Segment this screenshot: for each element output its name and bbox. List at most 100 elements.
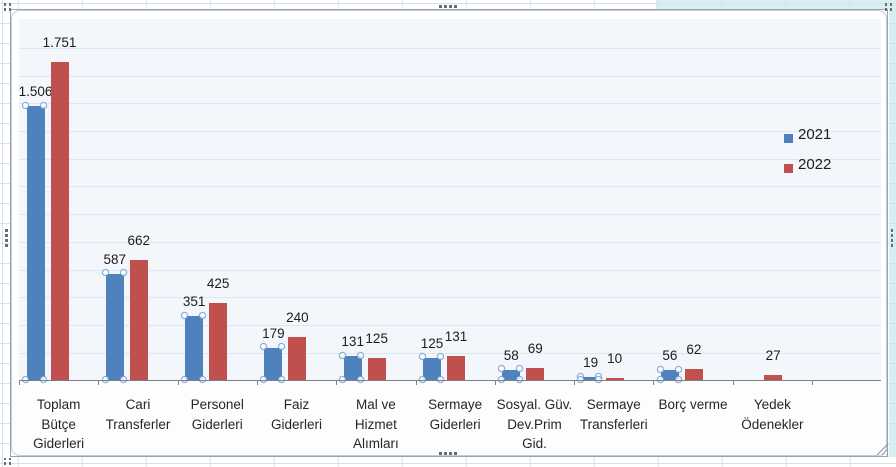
gridline: [19, 158, 881, 160]
axis-tick: [98, 380, 100, 386]
chart-frame-handle-top-right[interactable]: [884, 8, 888, 11]
category-label[interactable]: Borç verme: [658, 397, 728, 413]
chart-frame-handle-top-center[interactable]: [454, 5, 457, 8]
gridline: [19, 186, 881, 188]
chart-frame-handle-left-center[interactable]: [5, 234, 8, 237]
axis-tick: [177, 380, 179, 386]
chart-frame-handle-top-left[interactable]: [3, 3, 7, 6]
chart-frame-handle-right-center[interactable]: [890, 229, 894, 232]
category-label[interactable]: Faiz Giderleri: [271, 397, 323, 432]
bar-selection-handle: [119, 269, 127, 277]
bar-2022-4[interactable]: [367, 357, 386, 381]
bar-2022-8[interactable]: [684, 369, 703, 381]
gridline: [19, 131, 881, 132]
axis-tick: [732, 380, 734, 386]
chart-frame-handle-bottom-center[interactable]: [449, 452, 452, 455]
axis-tick: [574, 380, 576, 386]
chart-frame-handle-left-center[interactable]: [5, 239, 8, 242]
legend-item-2021[interactable]: 2021: [798, 126, 832, 143]
plot-fill: [19, 19, 881, 381]
legend-swatch-2021: [784, 134, 793, 143]
chart-frame-handle-left-center[interactable]: [5, 229, 8, 232]
chart-frame-handle-top-center[interactable]: [439, 5, 442, 8]
plot-area[interactable]: 1.506 587 351 179 131 125 58 19 56 1.751 662 425 240…: [12, 11, 888, 457]
category-label[interactable]: Yedek Ödenekler: [741, 397, 804, 432]
data-label-2022-8: 62: [686, 342, 702, 358]
chart-frame-handle-top-center[interactable]: [449, 5, 452, 8]
axis-tick: [812, 380, 813, 386]
chart-frame-handle-bottom-center[interactable]: [439, 452, 442, 455]
bar-2022-6[interactable]: [526, 367, 545, 381]
chart-frame-handle-bottom-left[interactable]: [3, 462, 7, 465]
chart-frame-handle-bottom-left[interactable]: [8, 462, 12, 465]
gridline: [19, 47, 881, 49]
bar-selection-handle: [436, 353, 444, 361]
chart-frame-handle-top-right[interactable]: [889, 8, 893, 11]
bar-selection-handle: [180, 312, 188, 320]
chart-frame-handle-top-center[interactable]: [444, 5, 447, 8]
bar-2022-3[interactable]: [288, 336, 307, 381]
chart-frame-handle-top-right[interactable]: [884, 3, 888, 6]
bar-selection-handle: [101, 269, 109, 277]
category-label[interactable]: Sosyal. Güv. Dev.Prim Gid.: [496, 397, 573, 452]
chart-frame-handle-bottom-center[interactable]: [454, 452, 457, 455]
chart-frame-handle-top-right[interactable]: [889, 3, 893, 6]
chart-frame-handle-right-center[interactable]: [890, 234, 894, 237]
legend-swatch-2022: [784, 164, 793, 173]
bar-2021-1[interactable]: [105, 273, 124, 381]
category-label[interactable]: Sermaye Giderleri: [428, 397, 483, 432]
bar-2022-1[interactable]: [129, 259, 148, 381]
category-axis-line: [19, 380, 881, 382]
axis-tick: [336, 380, 338, 386]
chart-frame-handle-right-center[interactable]: [890, 244, 894, 247]
data-label-2022-0: 1.751: [42, 34, 77, 50]
sheet-cells-teal-top: [656, 0, 896, 9]
sheet-column-divider: [2, 0, 3, 467]
bar-selection-handle: [674, 365, 682, 373]
legend-item-2022[interactable]: 2022: [798, 156, 832, 173]
chart-frame-handle-left-center[interactable]: [5, 244, 8, 247]
data-label-2022-3: 240: [286, 309, 309, 325]
axis-tick: [653, 380, 655, 386]
category-label[interactable]: Toplam Bütçe Giderleri: [33, 397, 85, 452]
data-label-2022-9: 27: [765, 348, 781, 364]
axis-tick: [415, 380, 417, 386]
chart-frame-handle-top-left[interactable]: [8, 8, 12, 11]
category-label[interactable]: Mal ve Hizmet Alımları: [352, 397, 399, 452]
chart-object[interactable]: 1.506 587 351 179 131 125 58 19 56 1.751 662 425 240…: [10, 9, 888, 457]
resize-grip-icon[interactable]: [874, 441, 889, 456]
bar-selection-handle: [656, 365, 664, 373]
category-label[interactable]: Sermaye Transferleri: [579, 397, 648, 432]
axis-tick: [256, 380, 258, 386]
chart-frame-handle-bottom-left[interactable]: [3, 457, 7, 461]
chart-frame-handle-top-left[interactable]: [8, 3, 12, 6]
axis-tick: [19, 380, 20, 386]
category-label[interactable]: Cari Transferler: [105, 397, 171, 432]
bar-selection-handle: [198, 312, 206, 320]
chart-frame-handle-bottom-center[interactable]: [444, 452, 447, 455]
gridline: [19, 297, 881, 299]
chart-canvas[interactable]: 1.506 587 351 179 131 125 58 19 56 1.751 662 425 240…: [11, 10, 887, 456]
bar-2022-5[interactable]: [447, 356, 465, 381]
data-label-2022-4: 125: [365, 330, 388, 346]
bar-selection-handle: [418, 353, 426, 361]
chart-frame-handle-right-center[interactable]: [890, 239, 894, 242]
gridline: [19, 324, 881, 326]
gridline: [19, 214, 881, 216]
chart-frame-handle-bottom-left[interactable]: [8, 457, 12, 461]
category-label[interactable]: Personel Giderleri: [190, 397, 244, 432]
bar-2021-0[interactable]: [26, 106, 45, 381]
data-label-2022-6: 69: [527, 340, 543, 356]
data-label-2022-2: 425: [206, 275, 230, 291]
bar-2022-2[interactable]: [209, 302, 228, 381]
data-label-2022-5: 131: [444, 329, 468, 345]
data-label-2022-1: 662: [127, 232, 151, 248]
gridline: [19, 269, 881, 271]
data-label-2022-7: 10: [607, 351, 623, 367]
chart-frame-handle-top-left[interactable]: [3, 8, 7, 11]
gridline: [19, 75, 881, 77]
gridline: [19, 103, 881, 105]
bar-2022-0[interactable]: [50, 61, 69, 381]
bar-2021-2[interactable]: [185, 316, 204, 381]
axis-tick: [494, 380, 496, 386]
